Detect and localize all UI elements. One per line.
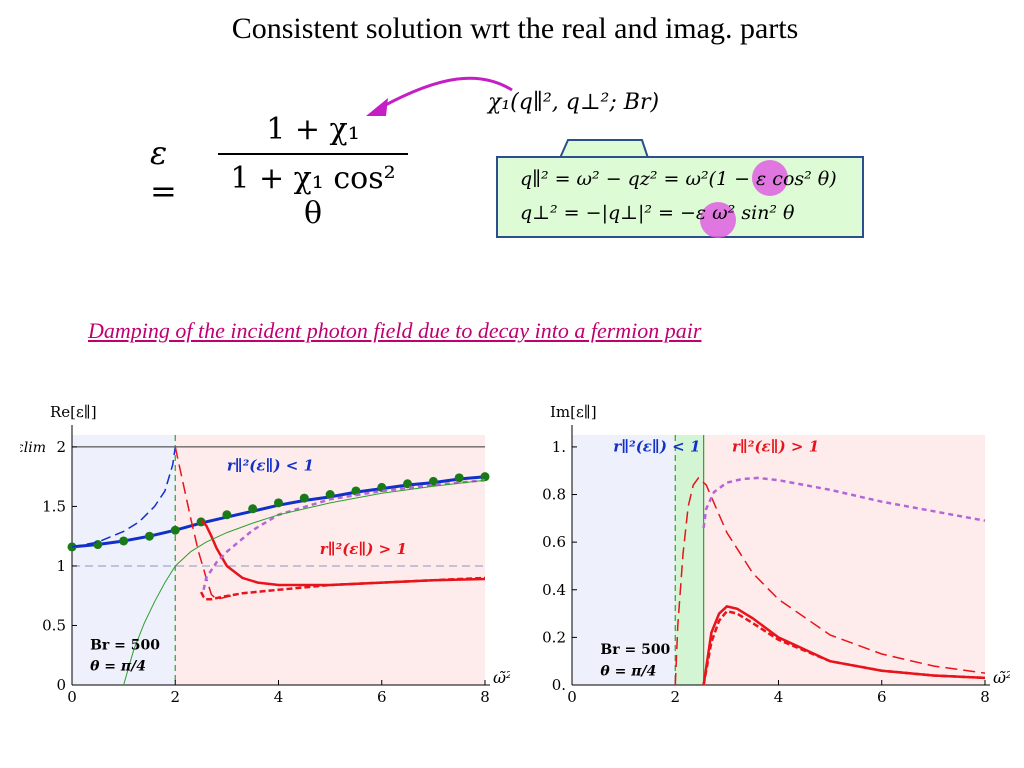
annotation-r-lt-1: r∥²(ε∥) < 1: [613, 438, 700, 456]
series-red-dashed: [174, 446, 238, 601]
y-tick-label: 0: [56, 676, 66, 694]
x-axis-label: ω̃²: [993, 668, 1010, 687]
data-point: [119, 536, 129, 546]
highlight-dot-2: [700, 202, 736, 238]
data-point: [222, 510, 232, 520]
data-point: [428, 476, 438, 486]
annotation-br: Br = 500: [600, 642, 670, 658]
y-axis-label: Im[ε∥]: [550, 403, 597, 421]
x-tick-label: 0: [567, 688, 577, 706]
callout-arrow-icon: [379, 76, 513, 110]
series-green-solid: [123, 479, 486, 686]
series-red-shortdash: [199, 576, 486, 601]
x-tick-label: 6: [377, 688, 387, 706]
equation-lhs: ε =: [150, 134, 177, 210]
callout-line-2: q⊥² = −|q⊥|² = −ε ω² sin² θ: [520, 202, 795, 224]
data-point: [67, 542, 77, 552]
y-tick-label: 0.6: [542, 533, 566, 551]
series-red-dashed: [674, 476, 986, 686]
x-tick-label: 8: [980, 688, 990, 706]
series-purple-dashed: [202, 478, 486, 591]
data-point: [248, 504, 258, 514]
y-tick-label: 0.2: [542, 628, 566, 646]
series-blue-dashed: [71, 446, 177, 548]
series-red-shortdash: [702, 609, 986, 686]
data-point: [351, 486, 361, 496]
y-tick-label: 0.: [552, 676, 566, 694]
equation-fraction: 1 + χ₁ 1 + χ₁ cos² θ: [218, 112, 408, 231]
region-blue: [72, 435, 176, 685]
momentum-callout-box: q∥² = ω² − qz² = ω²(1 − ε cos² θ) q⊥² = …: [496, 156, 864, 238]
data-point: [480, 472, 490, 482]
x-tick-label: 4: [274, 688, 284, 706]
annotation-theta: θ = π/4: [90, 659, 146, 675]
im-epsilon-chart: 0 2 4 6 8 0. 0.2 0.4 0.6 0.8 1. Im[ε∥] ω̃² r∥²(ε∥) < …: [542, 403, 1010, 706]
y-tick-label: 1.: [552, 438, 566, 456]
callout-line-1: q∥² = ω² − qz² = ω²(1 − ε cos² θ): [520, 168, 837, 190]
data-point: [144, 531, 154, 541]
x-tick-label: 2: [170, 688, 180, 706]
y-tick-label: 0.5: [42, 616, 66, 634]
annotation-r-gt-1: r∥²(ε∥) > 1: [320, 540, 407, 558]
y-tick-label: 1.5: [42, 497, 66, 515]
y-tick-label: 0.4: [542, 581, 566, 599]
x-tick-label: 2: [670, 688, 680, 706]
highlight-dot-1: [752, 160, 788, 196]
data-point: [403, 479, 413, 489]
damping-subtitle: Damping of the incident photon field due…: [88, 318, 702, 343]
data-point: [93, 540, 103, 550]
x-axis-label: ω̃²: [493, 668, 510, 687]
y-tick-label: 2: [56, 438, 66, 456]
y-tick-label: 1: [56, 557, 66, 575]
x-tick-label: 8: [480, 688, 490, 706]
y-axis-label: Re[ε∥]: [50, 403, 97, 421]
arrowhead-icon: [366, 98, 388, 116]
region-pink: [175, 435, 485, 685]
region-pink: [703, 435, 985, 685]
series-purple-dashed: [702, 476, 986, 529]
data-point: [274, 498, 283, 508]
annotation-theta: θ = π/4: [600, 663, 656, 679]
epsilon-lim-label: εlim: [20, 440, 46, 456]
data-point: [454, 473, 464, 483]
x-tick-label: 0: [67, 688, 77, 706]
x-tick-label: 4: [774, 688, 784, 706]
equation-numerator: 1 + χ₁: [266, 112, 360, 147]
y-tick-label: 0.8: [542, 486, 566, 504]
x-tick-label: 6: [877, 688, 887, 706]
annotation-br: Br = 500: [90, 637, 160, 653]
annotation-r-gt-1: r∥²(ε∥) > 1: [732, 438, 819, 456]
re-epsilon-chart: 0 2 4 6 8 0 0.5 1 1.5 2 εlim Re[ε∥] ω̃² r∥²(ε∥) < 1 r∥…: [20, 403, 510, 706]
slide-title: Consistent solution wrt the real and ima…: [231, 12, 799, 45]
annotation-r-lt-1: r∥²(ε∥) < 1: [227, 457, 314, 475]
equation-denominator: 1 + χ₁ cos² θ: [230, 161, 396, 231]
data-point: [299, 493, 309, 503]
fraction-bar: [218, 153, 408, 155]
data-point: [325, 490, 335, 500]
chi1-label: χ₁(q∥², q⊥²; Br): [488, 90, 660, 115]
region-green: [675, 435, 704, 685]
data-point: [170, 525, 180, 535]
region-blue: [572, 435, 676, 685]
